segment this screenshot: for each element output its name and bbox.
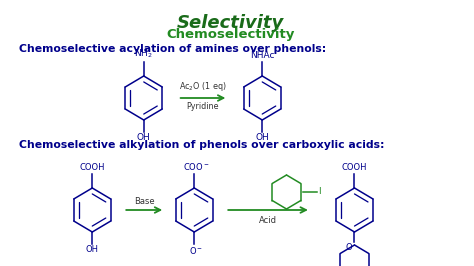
Text: NHAc: NHAc <box>250 51 274 60</box>
Text: Chemoselective acylation of amines over phenols:: Chemoselective acylation of amines over … <box>19 44 327 54</box>
Text: OH: OH <box>86 245 99 254</box>
Text: Pyridine: Pyridine <box>187 102 219 111</box>
Text: O: O <box>346 243 352 252</box>
Text: OH: OH <box>137 133 151 142</box>
Text: O$^-$: O$^-$ <box>189 245 203 256</box>
Text: Ac$_2$O (1 eq): Ac$_2$O (1 eq) <box>179 80 227 93</box>
Text: OH: OH <box>255 133 269 142</box>
Text: Chemoselectivity: Chemoselectivity <box>166 28 294 41</box>
Text: Acid: Acid <box>259 216 277 225</box>
Text: Selectivity: Selectivity <box>176 14 284 32</box>
Text: Base: Base <box>135 197 155 206</box>
Text: COOH: COOH <box>342 163 367 172</box>
Text: Chemoselective alkylation of phenols over carboxylic acids:: Chemoselective alkylation of phenols ove… <box>19 140 385 150</box>
Text: COO$^-$: COO$^-$ <box>183 161 210 172</box>
Text: NH$_2$: NH$_2$ <box>135 48 153 60</box>
Text: COOH: COOH <box>80 163 105 172</box>
Text: I: I <box>319 188 321 197</box>
